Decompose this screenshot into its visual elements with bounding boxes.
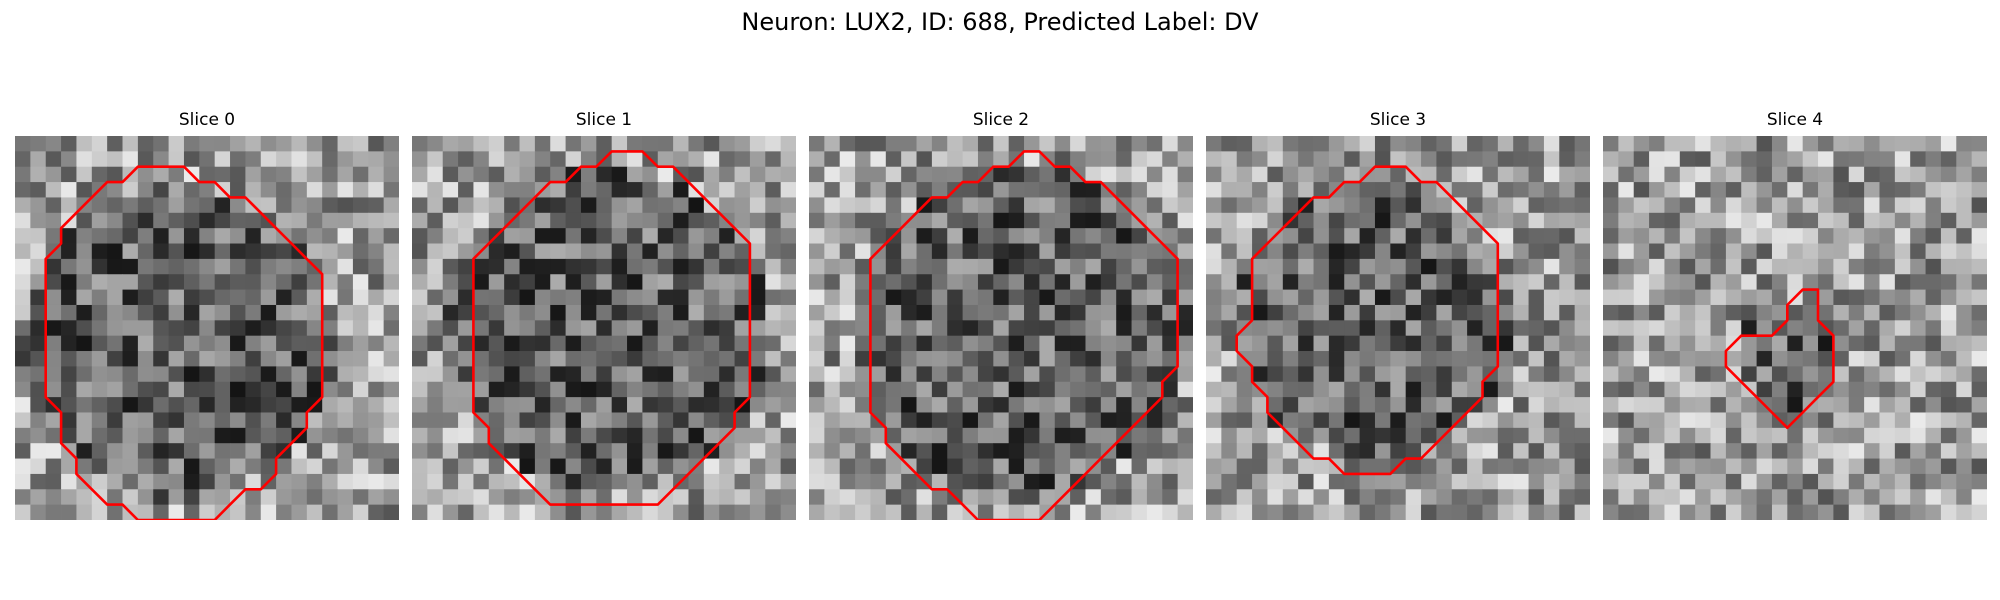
slice-image — [1603, 136, 1987, 520]
pixel-grid — [1603, 136, 1987, 520]
panel-slice-1: Slice 1 — [412, 108, 796, 520]
roi-outline — [44, 165, 324, 520]
roi-outline — [1724, 288, 1835, 430]
pixel-grid — [809, 136, 1193, 520]
roi-outline — [869, 150, 1179, 520]
slice-image — [15, 136, 399, 520]
slice-image — [809, 136, 1193, 520]
roi-outline — [472, 150, 752, 506]
panel-slice-3: Slice 3 — [1206, 108, 1590, 520]
panel-slice-4: Slice 4 — [1603, 108, 1987, 520]
figure-title: Neuron: LUX2, ID: 688, Predicted Label: … — [741, 8, 1259, 36]
pixel-grid — [1206, 136, 1590, 520]
panel-slice-2: Slice 2 — [809, 108, 1193, 520]
pixel-grid — [15, 136, 399, 520]
panel-slice-0: Slice 0 — [15, 108, 399, 520]
slice-title: Slice 2 — [972, 110, 1030, 130]
slice-title: Slice 4 — [1766, 110, 1824, 130]
roi-outline — [1235, 165, 1500, 476]
slice-title: Slice 0 — [178, 110, 236, 130]
slice-title: Slice 3 — [1369, 110, 1427, 130]
slice-image — [1206, 136, 1590, 520]
slice-title: Slice 1 — [575, 110, 633, 130]
pixel-grid — [412, 136, 796, 520]
slice-image — [412, 136, 796, 520]
